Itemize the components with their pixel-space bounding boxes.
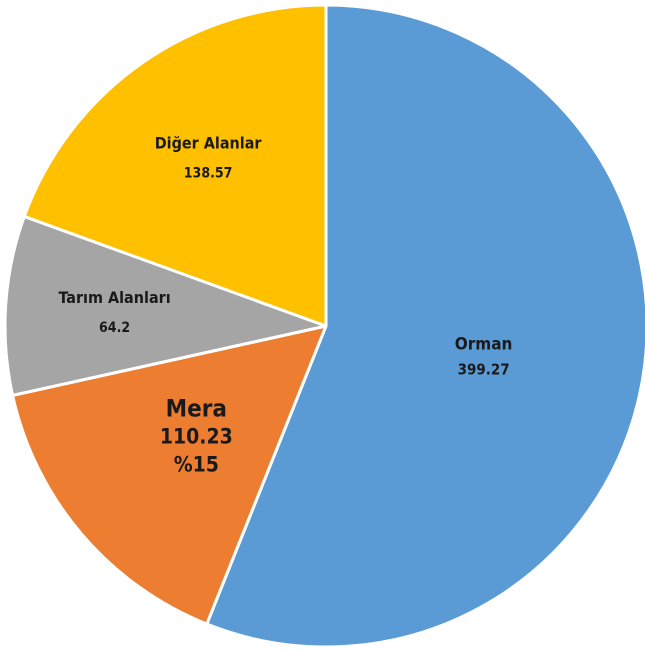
slice-name-label: Orman bbox=[455, 334, 513, 354]
slice-name-label: Diğer Alanlar bbox=[155, 133, 263, 152]
slice-value-label: 399.27 bbox=[458, 361, 510, 379]
pie-outline bbox=[4, 4, 645, 648]
slice-value-label: 138.57 bbox=[184, 166, 233, 182]
slice-percent-label: %15 bbox=[174, 452, 219, 476]
slice-name-label: Tarım Alanları bbox=[58, 288, 170, 307]
slice-name-label: Mera bbox=[166, 395, 227, 423]
slice-value-label: 110.23 bbox=[160, 424, 233, 448]
slice-value-label: 64.2 bbox=[99, 320, 130, 336]
pie-slices bbox=[3, 3, 645, 649]
